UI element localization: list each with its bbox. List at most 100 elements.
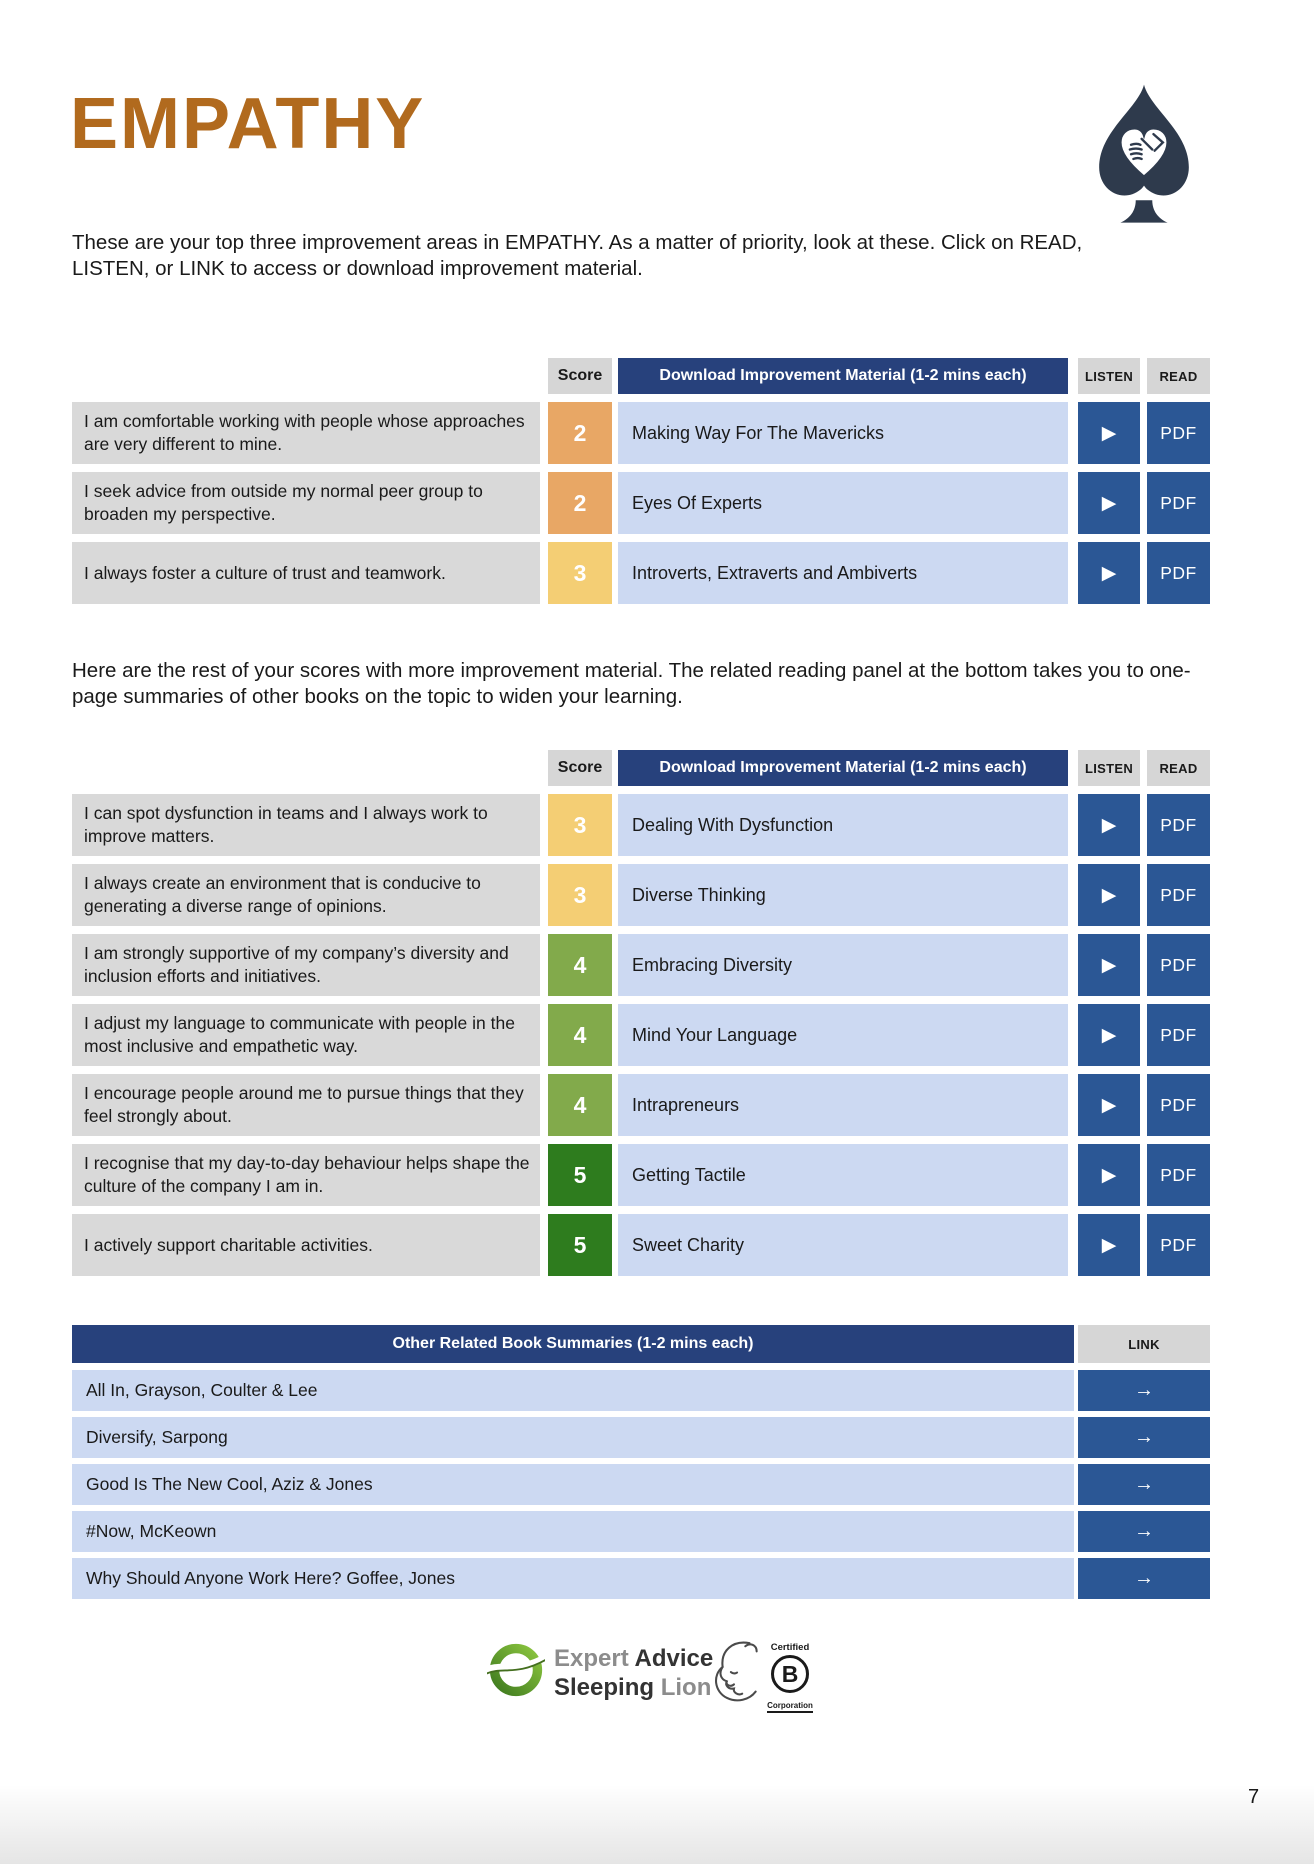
score-badge: 2	[548, 472, 612, 534]
book-summaries-header: Other Related Book Summaries (1-2 mins e…	[72, 1325, 1074, 1363]
play-icon: ▶	[1101, 1024, 1117, 1046]
book-title: #Now, McKeown	[72, 1511, 1074, 1552]
read-pdf-button[interactable]: PDF	[1147, 1004, 1210, 1066]
score-badge: 2	[548, 402, 612, 464]
material-title: Making Way For The Mavericks	[618, 402, 1068, 464]
score-column-header: Score	[548, 358, 612, 394]
score-badge: 4	[548, 1004, 612, 1066]
material-title: Introverts, Extraverts and Ambiverts	[618, 542, 1068, 604]
link-button[interactable]: →	[1078, 1511, 1210, 1552]
listen-button[interactable]: ▶	[1078, 934, 1140, 996]
brand-word-expert: Expert	[554, 1645, 629, 1672]
intro-paragraph-rest: Here are the rest of your scores with mo…	[72, 659, 1191, 708]
statement-text: I am strongly supportive of my company’s…	[72, 934, 540, 996]
page-number: 7	[1248, 1786, 1259, 1809]
listen-button[interactable]: ▶	[1078, 1144, 1140, 1206]
read-pdf-button[interactable]: PDF	[1147, 794, 1210, 856]
page-title: EMPATHY	[70, 84, 426, 164]
table-row: I encourage people around me to pursue t…	[72, 1074, 1210, 1136]
statement-text: I am comfortable working with people who…	[72, 402, 540, 464]
book-row: Good Is The New Cool, Aziz & Jones →	[72, 1464, 1210, 1505]
material-title: Getting Tactile	[618, 1144, 1068, 1206]
read-pdf-button[interactable]: PDF	[1147, 542, 1210, 604]
read-pdf-button[interactable]: PDF	[1147, 864, 1210, 926]
book-row: All In, Grayson, Coulter & Lee →	[72, 1370, 1210, 1411]
book-summaries-table: Other Related Book Summaries (1-2 mins e…	[72, 1325, 1210, 1605]
brand-word-advice: Advice	[634, 1645, 714, 1672]
score-badge: 3	[548, 542, 612, 604]
table-header-row: Score Download Improvement Material (1-2…	[72, 358, 1210, 394]
table-row: I adjust my language to communicate with…	[72, 1004, 1210, 1066]
listen-button[interactable]: ▶	[1078, 1074, 1140, 1136]
table-row: I seek advice from outside my normal pee…	[72, 472, 1210, 534]
statement-text: I adjust my language to communicate with…	[72, 1004, 540, 1066]
table-row: I always foster a culture of trust and t…	[72, 542, 1210, 604]
read-pdf-button[interactable]: PDF	[1147, 1214, 1210, 1276]
table-row: I am strongly supportive of my company’s…	[72, 934, 1210, 996]
listen-button[interactable]: ▶	[1078, 542, 1140, 604]
bcorp-corporation-label: Corporation	[767, 1701, 813, 1713]
book-title: Good Is The New Cool, Aziz & Jones	[72, 1464, 1074, 1505]
read-pdf-button[interactable]: PDF	[1147, 472, 1210, 534]
score-badge: 3	[548, 864, 612, 926]
bcorp-b-icon: B	[771, 1655, 809, 1693]
table-row: I can spot dysfunction in teams and I al…	[72, 794, 1210, 856]
listen-column-header: LISTEN	[1078, 750, 1140, 786]
lion-icon	[715, 1641, 758, 1702]
listen-button[interactable]: ▶	[1078, 794, 1140, 856]
play-icon: ▶	[1101, 1164, 1117, 1186]
read-pdf-button[interactable]: PDF	[1147, 402, 1210, 464]
play-icon: ▶	[1101, 884, 1117, 906]
link-button[interactable]: →	[1078, 1558, 1210, 1599]
play-icon: ▶	[1101, 954, 1117, 976]
listen-button[interactable]: ▶	[1078, 472, 1140, 534]
play-icon: ▶	[1101, 1234, 1117, 1256]
score-badge: 5	[548, 1144, 612, 1206]
play-icon: ▶	[1101, 562, 1117, 584]
read-pdf-button[interactable]: PDF	[1147, 934, 1210, 996]
statement-text: I always create an environment that is c…	[72, 864, 540, 926]
book-row: Diversify, Sarpong →	[72, 1417, 1210, 1458]
score-badge: 4	[548, 934, 612, 996]
link-button[interactable]: →	[1078, 1370, 1210, 1411]
brand-word-sleeping: Sleeping	[554, 1674, 655, 1701]
arrow-icon: →	[1134, 1379, 1154, 1401]
listen-button[interactable]: ▶	[1078, 1004, 1140, 1066]
link-button[interactable]: →	[1078, 1417, 1210, 1458]
play-icon: ▶	[1101, 814, 1117, 836]
arrow-icon: →	[1134, 1520, 1154, 1542]
statement-text: I actively support charitable activities…	[72, 1214, 540, 1276]
footer: Expert Advice Sleeping Lion Certified B …	[0, 1636, 1314, 1736]
read-pdf-button[interactable]: PDF	[1147, 1074, 1210, 1136]
table-header-row: Score Download Improvement Material (1-2…	[72, 750, 1210, 786]
read-pdf-button[interactable]: PDF	[1147, 1144, 1210, 1206]
read-column-header: READ	[1147, 358, 1210, 394]
header-spacer	[72, 358, 548, 394]
arrow-icon: →	[1134, 1567, 1154, 1589]
material-title: Eyes Of Experts	[618, 472, 1068, 534]
book-title: Diversify, Sarpong	[72, 1417, 1074, 1458]
material-title: Mind Your Language	[618, 1004, 1068, 1066]
book-row: #Now, McKeown →	[72, 1511, 1210, 1552]
link-column-header: LINK	[1078, 1325, 1210, 1363]
read-column-header: READ	[1147, 750, 1210, 786]
statement-text: I recognise that my day-to-day behaviour…	[72, 1144, 540, 1206]
material-title: Intrapreneurs	[618, 1074, 1068, 1136]
score-column-header: Score	[548, 750, 612, 786]
header-spacer	[72, 750, 548, 786]
table-row: I actively support charitable activities…	[72, 1214, 1210, 1276]
expert-advice-e-icon	[487, 1643, 545, 1697]
statement-text: I can spot dysfunction in teams and I al…	[72, 794, 540, 856]
listen-button[interactable]: ▶	[1078, 1214, 1140, 1276]
statement-text: I encourage people around me to pursue t…	[72, 1074, 540, 1136]
material-title: Sweet Charity	[618, 1214, 1068, 1276]
brand-wordmark: Expert Advice Sleeping Lion	[554, 1644, 713, 1702]
listen-button[interactable]: ▶	[1078, 864, 1140, 926]
listen-button[interactable]: ▶	[1078, 402, 1140, 464]
link-button[interactable]: →	[1078, 1464, 1210, 1505]
book-table-header-row: Other Related Book Summaries (1-2 mins e…	[72, 1325, 1210, 1363]
material-title: Diverse Thinking	[618, 864, 1068, 926]
arrow-icon: →	[1134, 1426, 1154, 1448]
top-improvements-table: Score Download Improvement Material (1-2…	[72, 358, 1210, 612]
